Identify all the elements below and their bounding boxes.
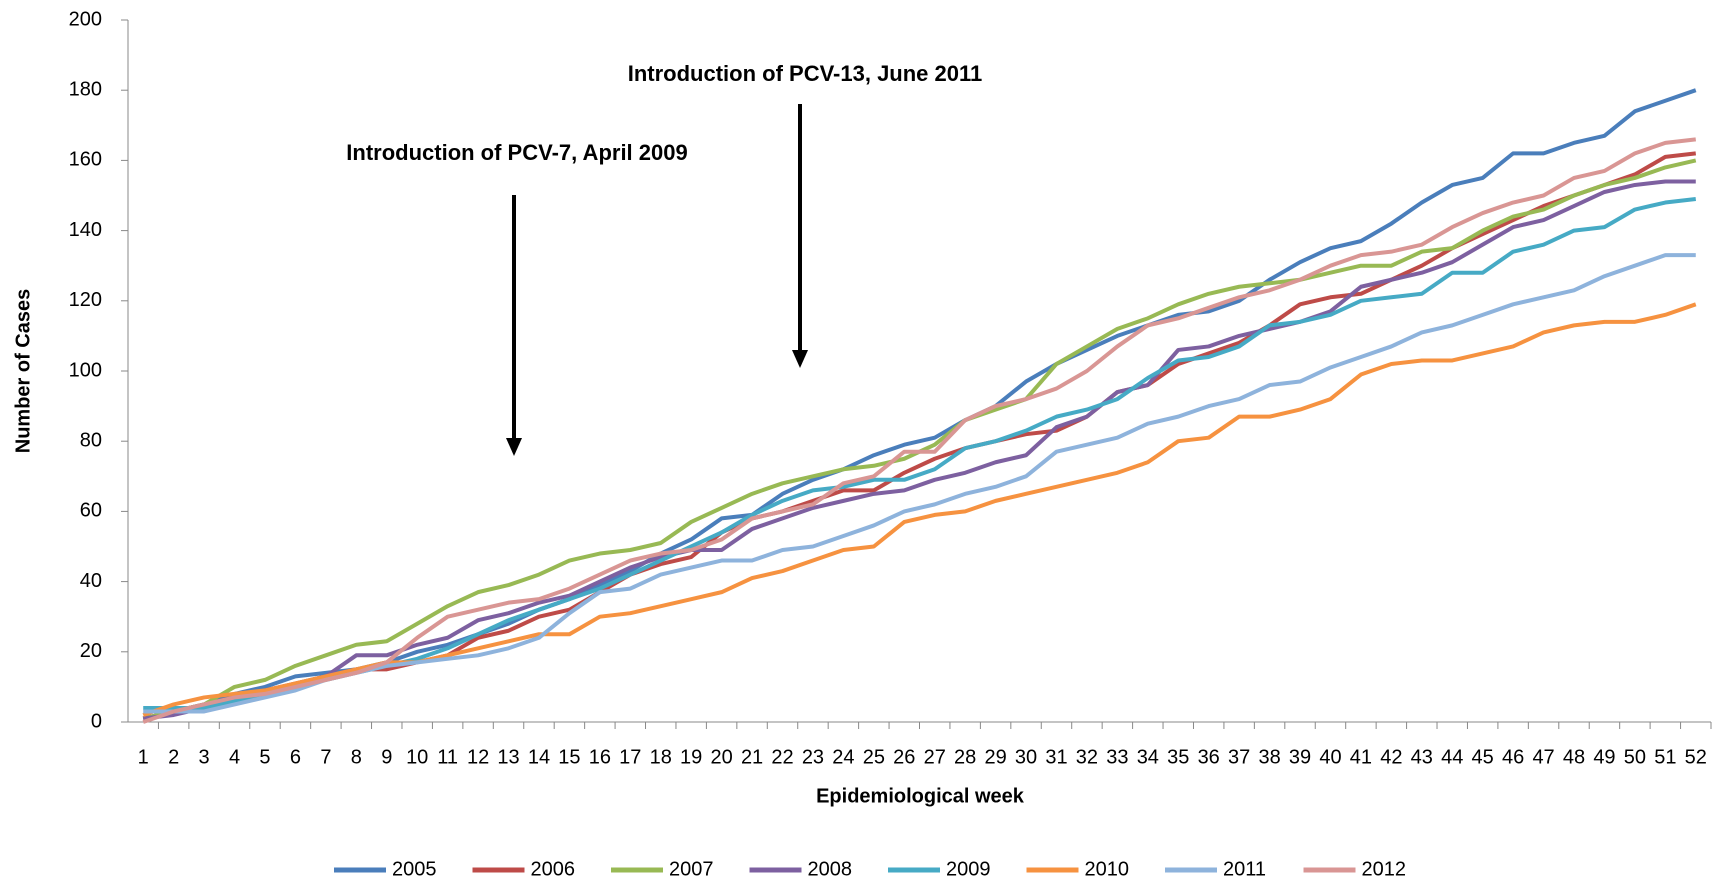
x-tick-label: 34 (1137, 746, 1159, 768)
x-tick-label: 17 (619, 746, 641, 768)
annotation-arrowhead (792, 350, 808, 368)
x-tick-label: 2 (168, 746, 179, 768)
x-tick-label: 41 (1350, 746, 1372, 768)
x-tick-label: 37 (1228, 746, 1250, 768)
x-tick-label: 18 (650, 746, 672, 768)
y-tick-label: 160 (69, 149, 102, 171)
x-tick-label: 46 (1502, 746, 1524, 768)
y-tick-label: 200 (69, 8, 102, 30)
legend-label: 2012 (1362, 858, 1407, 880)
x-tick-label: 47 (1532, 746, 1554, 768)
x-tick-label: 22 (771, 746, 793, 768)
x-tick-label: 36 (1198, 746, 1220, 768)
annotation: Introduction of PCV-7, April 2009 (346, 140, 687, 165)
y-tick-label: 80 (80, 429, 102, 451)
x-tick-label: 50 (1624, 746, 1646, 768)
legend-label: 2006 (531, 858, 576, 880)
y-tick-label: 20 (80, 640, 102, 662)
legend-label: 2008 (808, 858, 853, 880)
x-tick-label: 9 (381, 746, 392, 768)
x-axis-title: Epidemiological week (816, 785, 1025, 807)
x-tick-label: 10 (406, 746, 428, 768)
x-tick-label: 11 (437, 746, 458, 768)
x-tick-label: 23 (802, 746, 824, 768)
x-tick-label: 28 (954, 746, 976, 768)
legend-label: 2005 (392, 858, 437, 880)
x-tick-label: 19 (680, 746, 702, 768)
x-tick-label: 5 (259, 746, 270, 768)
x-tick-label: 32 (1076, 746, 1098, 768)
x-tick-label: 21 (741, 746, 763, 768)
y-tick-label: 60 (80, 500, 102, 522)
y-tick-label: 0 (91, 710, 102, 732)
x-tick-label: 14 (528, 746, 550, 768)
x-tick-label: 4 (229, 746, 240, 768)
legend-label: 2010 (1085, 858, 1130, 880)
y-tick-label: 40 (80, 570, 102, 592)
series-line (142, 88, 1697, 721)
x-tick-label: 12 (467, 746, 489, 768)
annotation: Introduction of PCV-13, June 2011 (628, 61, 983, 86)
x-tick-label: 45 (1472, 746, 1494, 768)
x-tick-label: 20 (711, 746, 733, 768)
annotation-arrowhead (506, 438, 522, 456)
x-tick-label: 40 (1319, 746, 1341, 768)
x-tick-label: 35 (1167, 746, 1189, 768)
x-tick-label: 15 (558, 746, 580, 768)
x-tick-label: 44 (1441, 746, 1463, 768)
x-tick-label: 16 (589, 746, 611, 768)
x-tick-label: 31 (1045, 746, 1067, 768)
y-axis-title: Number of Cases (12, 289, 34, 454)
x-tick-label: 6 (290, 746, 301, 768)
x-tick-label: 49 (1593, 746, 1615, 768)
x-tick-label: 30 (1015, 746, 1037, 768)
x-tick-label: 13 (497, 746, 519, 768)
x-tick-label: 43 (1411, 746, 1433, 768)
x-tick-label: 33 (1106, 746, 1128, 768)
x-tick-label: 42 (1380, 746, 1402, 768)
y-tick-label: 140 (69, 219, 102, 241)
x-tick-label: 51 (1654, 746, 1676, 768)
x-tick-label: 25 (863, 746, 885, 768)
x-tick-label: 48 (1563, 746, 1585, 768)
x-tick-label: 3 (199, 746, 210, 768)
y-tick-label: 100 (69, 359, 102, 381)
series-line (142, 137, 1697, 724)
y-tick-label: 120 (69, 289, 102, 311)
x-tick-label: 39 (1289, 746, 1311, 768)
x-tick-label: 29 (984, 746, 1006, 768)
x-tick-label: 26 (893, 746, 915, 768)
series-line (143, 253, 1696, 714)
x-tick-label: 1 (138, 746, 149, 768)
legend-label: 2011 (1223, 858, 1266, 880)
x-tick-label: 8 (351, 746, 362, 768)
x-tick-label: 38 (1258, 746, 1280, 768)
x-tick-label: 52 (1685, 746, 1707, 768)
legend-label: 2009 (946, 858, 991, 880)
x-tick-label: 24 (832, 746, 854, 768)
x-tick-label: 27 (924, 746, 946, 768)
legend-label: 2007 (669, 858, 714, 880)
y-tick-label: 180 (69, 78, 102, 100)
series-line (142, 151, 1697, 721)
x-tick-label: 7 (320, 746, 331, 768)
